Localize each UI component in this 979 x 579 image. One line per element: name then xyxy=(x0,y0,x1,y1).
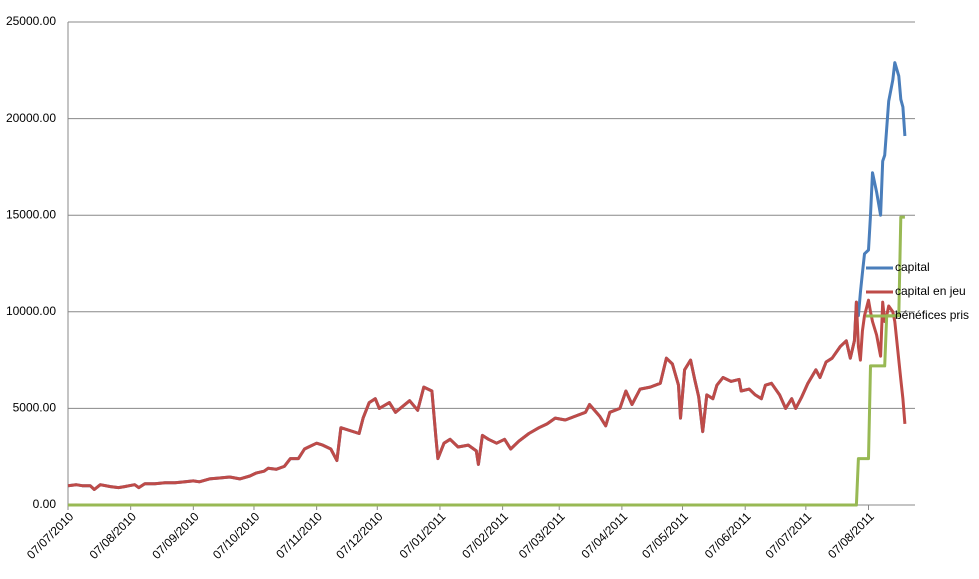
x-tick-label: 07/03/2011 xyxy=(516,509,568,561)
x-tick-label: 07/07/2010 xyxy=(24,509,77,562)
x-tick-label: 07/09/2010 xyxy=(149,509,202,562)
legend-label: capital xyxy=(895,260,930,274)
x-tick-label: 07/08/2010 xyxy=(87,509,140,562)
x-tick-label: 07/01/2011 xyxy=(397,509,449,561)
x-tick-label: 07/12/2010 xyxy=(333,509,386,562)
legend: capital capital en jeu bénéfices pris xyxy=(866,260,969,322)
x-tick-label: 07/10/2010 xyxy=(210,509,263,562)
series-line xyxy=(68,215,905,507)
x-tick-label: 07/08/2011 xyxy=(825,509,877,561)
legend-label: bénéfices pris xyxy=(895,308,969,322)
x-tick-label: 07/07/2011 xyxy=(762,509,814,561)
y-tick-label: 5000.00 xyxy=(13,401,57,415)
y-tick-label: 15000.00 xyxy=(6,207,56,221)
x-tick-label: 07/06/2011 xyxy=(702,509,754,561)
x-tick-label: 07/04/2011 xyxy=(579,509,631,561)
legend-label: capital en jeu xyxy=(895,284,966,298)
x-tick-label: 07/11/2010 xyxy=(273,509,325,561)
series-line xyxy=(67,61,907,491)
y-tick-label: 0.00 xyxy=(33,497,57,511)
y-tick-label: 10000.00 xyxy=(6,304,56,318)
x-tick-label: 07/05/2011 xyxy=(639,509,691,561)
x-tick-label: 07/02/2011 xyxy=(459,509,511,561)
series-line xyxy=(67,298,907,491)
y-tick-label: 25000.00 xyxy=(6,14,56,28)
y-tick-label: 20000.00 xyxy=(6,111,56,125)
